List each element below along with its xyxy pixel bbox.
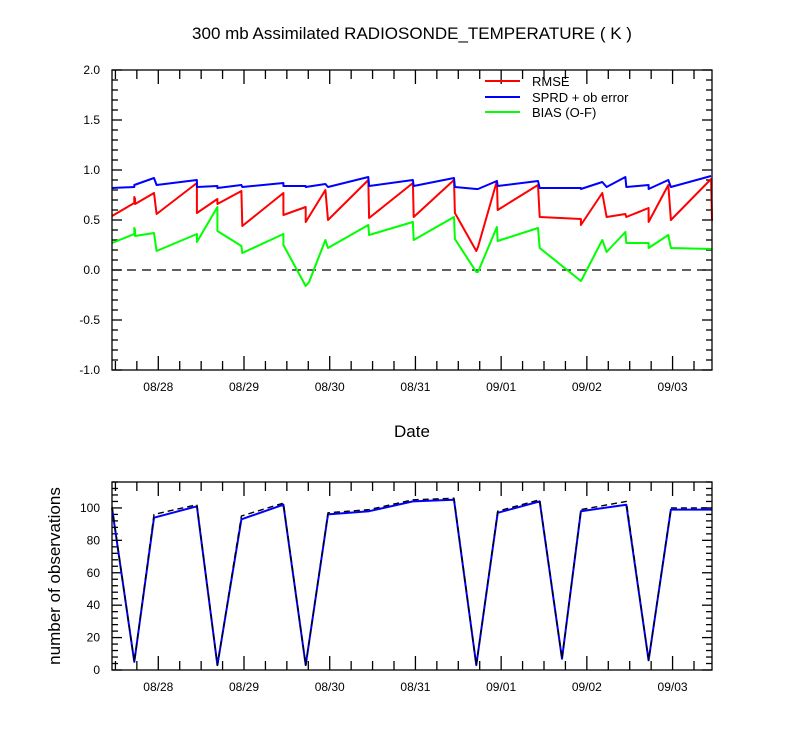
bottom-y-tick-labels: 100 80 60 40 20 0 (80, 501, 100, 677)
y-tick-label: 1.5 (83, 113, 100, 127)
legend-label-sprd: SPRD + ob error (532, 90, 629, 105)
bottom-chart-series (111, 497, 712, 667)
top-y-tick-labels: 2.0 1.5 1.0 0.5 0.0 -0.5 -1.0 (79, 63, 100, 377)
x-tick-label: 08/29 (229, 680, 259, 694)
y-tick-label: 0.0 (83, 263, 100, 277)
x-tick-label: 09/03 (658, 380, 688, 394)
y-tick-label: 20 (87, 631, 101, 645)
bottom-chart-ticks (112, 481, 712, 671)
x-tick-label: 08/31 (400, 680, 430, 694)
top-chart-title: 300 mb Assimilated RADIOSONDE_TEMPERATUR… (192, 24, 632, 43)
y-tick-label: 0.5 (83, 213, 100, 227)
x-tick-label: 08/30 (315, 680, 345, 694)
legend-label-bias: BIAS (O-F) (532, 105, 596, 120)
top-chart-ticks (112, 69, 712, 371)
top-chart: 300 mb Assimilated RADIOSONDE_TEMPERATUR… (79, 24, 713, 441)
bottom-x-tick-labels: 08/28 08/29 08/30 08/31 09/01 09/02 09/03 (143, 680, 688, 694)
top-chart-series (111, 175, 713, 287)
series-line-sprd-ob-error (111, 175, 712, 190)
x-tick-label: 08/28 (143, 380, 173, 394)
top-x-axis-label: Date (394, 422, 430, 441)
bottom-y-axis-label: number of observations (45, 487, 64, 665)
x-tick-label: 09/02 (572, 680, 602, 694)
y-tick-label: 0 (93, 663, 100, 677)
top-plot-frame (111, 69, 713, 371)
x-tick-label: 09/01 (486, 380, 516, 394)
y-tick-label: 80 (87, 533, 101, 547)
y-tick-label: 2.0 (83, 63, 100, 77)
x-tick-label: 08/28 (143, 680, 173, 694)
x-tick-label: 09/02 (572, 380, 602, 394)
y-tick-label: 100 (80, 501, 100, 515)
series-line-observations-total (111, 497, 712, 666)
series-line-observations-used (111, 498, 712, 667)
y-tick-label: -0.5 (79, 313, 100, 327)
bottom-chart: 100 80 60 40 20 0 08/28 08/29 08/30 08/31 09/01 09… (45, 481, 713, 694)
x-tick-label: 09/03 (658, 680, 688, 694)
top-x-tick-labels: 08/28 08/29 08/30 08/31 09/01 09/02 09/03 (143, 380, 688, 394)
bottom-plot-frame (111, 481, 713, 671)
series-line-bias-o-f (111, 206, 713, 287)
y-tick-label: 60 (87, 566, 101, 580)
y-tick-label: 40 (87, 598, 101, 612)
x-tick-label: 08/31 (400, 380, 430, 394)
series-line-rmse (111, 178, 713, 252)
x-tick-label: 08/30 (315, 380, 345, 394)
y-tick-label: 1.0 (83, 163, 100, 177)
legend-label-rmse: RMSE (532, 74, 570, 89)
x-tick-label: 09/01 (486, 680, 516, 694)
y-tick-label: -1.0 (79, 363, 100, 377)
x-tick-label: 08/29 (229, 380, 259, 394)
legend: RMSE SPRD + ob error BIAS (O-F) (485, 74, 629, 120)
